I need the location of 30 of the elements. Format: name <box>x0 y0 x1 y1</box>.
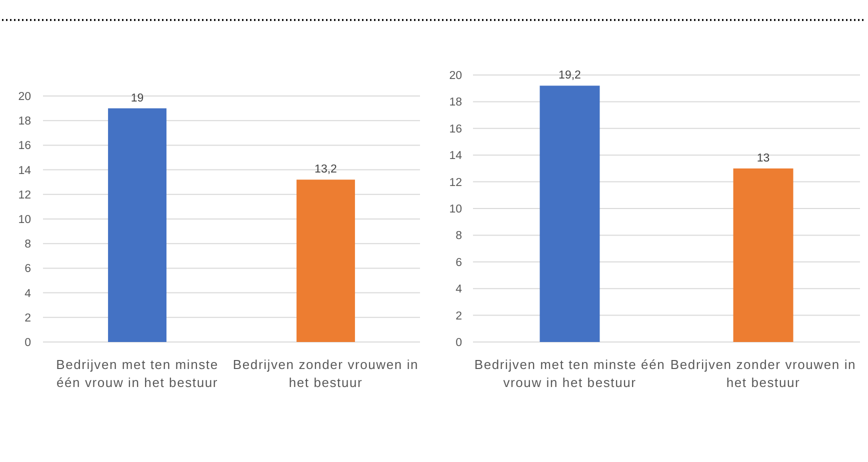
data-label: 13,2 <box>314 164 337 176</box>
y-tick-label: 0 <box>24 337 31 350</box>
y-tick-label: 18 <box>449 96 462 109</box>
y-tick-label: 12 <box>18 189 31 202</box>
y-tick-label: 18 <box>18 116 31 128</box>
y-tick-label: 14 <box>18 164 32 177</box>
y-tick-label: 16 <box>449 123 462 136</box>
y-tick-label: 14 <box>449 150 463 162</box>
y-tick-label: 6 <box>456 256 462 269</box>
x-tick-label: Bedrijven met ten minste één vrouw in het bestuur <box>474 357 666 390</box>
y-tick-label: 12 <box>449 176 462 189</box>
y-tick-label: 8 <box>24 238 31 251</box>
y-tick-label: 10 <box>449 204 462 216</box>
y-tick-label: 16 <box>18 140 31 152</box>
x-tick-label: Bedrijven met ten minste één vrouw in het bestuur <box>56 357 218 390</box>
y-tick-label: 10 <box>18 214 31 226</box>
y-tick-label: 20 <box>18 91 31 104</box>
data-label: 13 <box>756 152 770 164</box>
y-tick-label: 0 <box>456 337 462 350</box>
y-tick-label: 2 <box>456 310 462 322</box>
y-tick-label: 6 <box>24 263 31 276</box>
y-tick-label: 4 <box>456 284 463 296</box>
data-label: 19 <box>130 92 144 104</box>
y-tick-label: 4 <box>24 288 32 300</box>
x-tick-label: Bedrijven zonder vrouwen in het bestuur <box>670 357 856 390</box>
x-tick-label: Bedrijven zonder vrouwen in het bestuur <box>232 357 419 390</box>
data-label: 19,2 <box>558 70 581 82</box>
y-tick-label: 20 <box>449 70 462 82</box>
y-tick-label: 2 <box>24 312 31 324</box>
y-tick-label: 8 <box>456 230 462 242</box>
